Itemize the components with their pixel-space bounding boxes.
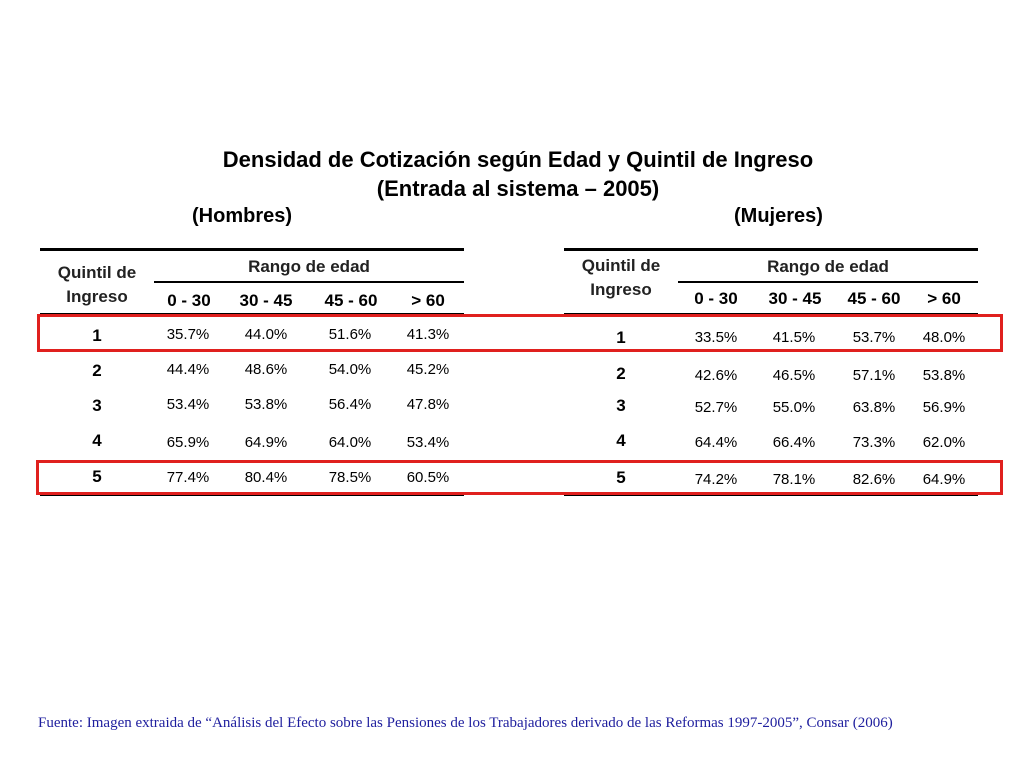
value-cell: 33.5% <box>694 329 738 346</box>
quintil-header: Quintil de Ingreso <box>564 254 678 302</box>
value-cell: 56.4% <box>328 396 372 413</box>
highlight-quintil-1 <box>37 314 1003 352</box>
men-table-caption: (Hombres) <box>192 205 293 227</box>
quintil-cell: 2 <box>92 361 102 380</box>
value-cell: 64.9% <box>922 471 966 488</box>
value-cell: 78.5% <box>328 469 372 486</box>
quintil-header-line1: Quintil de <box>581 256 661 275</box>
value-cell: 52.7% <box>694 399 738 416</box>
rango-header: Rango de edad <box>767 257 889 276</box>
value-cell: 44.4% <box>166 361 210 378</box>
value-cell: 56.9% <box>922 399 966 416</box>
quintil-header-line2: Ingreso <box>590 280 652 299</box>
value-cell: 66.4% <box>772 434 816 451</box>
value-cell: 41.3% <box>406 326 450 343</box>
value-cell: 46.5% <box>772 367 816 384</box>
quintil-cell: 3 <box>92 396 102 415</box>
age-range-header: 0 - 30 <box>694 289 738 308</box>
top-rule <box>564 248 978 251</box>
highlight-quintil-5 <box>36 460 1003 495</box>
value-cell: 64.0% <box>328 434 372 451</box>
value-cell: 65.9% <box>166 434 210 451</box>
women-table: Quintil de Ingreso Rango de edad 0 - 30 … <box>564 248 978 498</box>
value-cell: 80.4% <box>244 469 288 486</box>
quintil-cell: 1 <box>92 326 102 345</box>
quintil-header: Quintil de Ingreso <box>40 261 154 309</box>
quintil-header-line2: Ingreso <box>66 287 128 306</box>
value-cell: 55.0% <box>772 399 816 416</box>
age-range-header: 30 - 45 <box>239 291 293 310</box>
value-cell: 78.1% <box>772 471 816 488</box>
value-cell: 62.0% <box>922 434 966 451</box>
value-cell: 42.6% <box>694 367 738 384</box>
value-cell: 44.0% <box>244 326 288 343</box>
value-cell: 53.8% <box>922 367 966 384</box>
page-title: Densidad de Cotización según Edad y Quin… <box>222 147 814 172</box>
value-cell: 73.3% <box>852 434 896 451</box>
value-cell: 53.8% <box>244 396 288 413</box>
rango-header: Rango de edad <box>248 257 370 276</box>
value-cell: 57.1% <box>852 367 896 384</box>
value-cell: 74.2% <box>694 471 738 488</box>
value-cell: 53.4% <box>166 396 210 413</box>
quintil-cell: 1 <box>616 328 626 347</box>
value-cell: 54.0% <box>328 361 372 378</box>
quintil-header-line1: Quintil de <box>57 263 137 282</box>
source-citation: Fuente: Imagen extraida de “Análisis del… <box>38 715 893 731</box>
bottom-rule <box>40 494 464 496</box>
value-cell: 47.8% <box>406 396 450 413</box>
value-cell: 77.4% <box>166 469 210 486</box>
quintil-cell: 3 <box>616 396 626 415</box>
age-range-header: 45 - 60 <box>324 291 378 310</box>
age-range-header: > 60 <box>927 289 961 308</box>
bottom-rule <box>564 494 978 496</box>
value-cell: 82.6% <box>852 471 896 488</box>
value-cell: 35.7% <box>166 326 210 343</box>
quintil-cell: 4 <box>616 431 626 450</box>
value-cell: 53.7% <box>852 329 896 346</box>
quintil-cell: 5 <box>92 467 102 486</box>
age-range-header: 30 - 45 <box>768 289 822 308</box>
value-cell: 48.6% <box>244 361 288 378</box>
men-table: Quintil de Ingreso Rango de edad 0 - 30 … <box>40 248 464 498</box>
value-cell: 63.8% <box>852 399 896 416</box>
value-cell: 51.6% <box>328 326 372 343</box>
value-cell: 41.5% <box>772 329 816 346</box>
value-cell: 48.0% <box>922 329 966 346</box>
age-range-header: > 60 <box>411 291 445 310</box>
quintil-cell: 5 <box>616 468 626 487</box>
mid-rule <box>154 281 464 283</box>
top-rule <box>40 248 464 251</box>
women-table-caption: (Mujeres) <box>734 205 823 227</box>
quintil-cell: 4 <box>92 431 102 450</box>
value-cell: 64.9% <box>244 434 288 451</box>
value-cell: 53.4% <box>406 434 450 451</box>
age-range-header: 45 - 60 <box>847 289 901 308</box>
mid-rule <box>678 281 978 283</box>
value-cell: 60.5% <box>406 469 450 486</box>
value-cell: 64.4% <box>694 434 738 451</box>
age-range-header: 0 - 30 <box>167 291 211 310</box>
quintil-cell: 2 <box>616 364 626 383</box>
page-subtitle: (Entrada al sistema – 2005) <box>376 176 660 201</box>
value-cell: 45.2% <box>406 361 450 378</box>
